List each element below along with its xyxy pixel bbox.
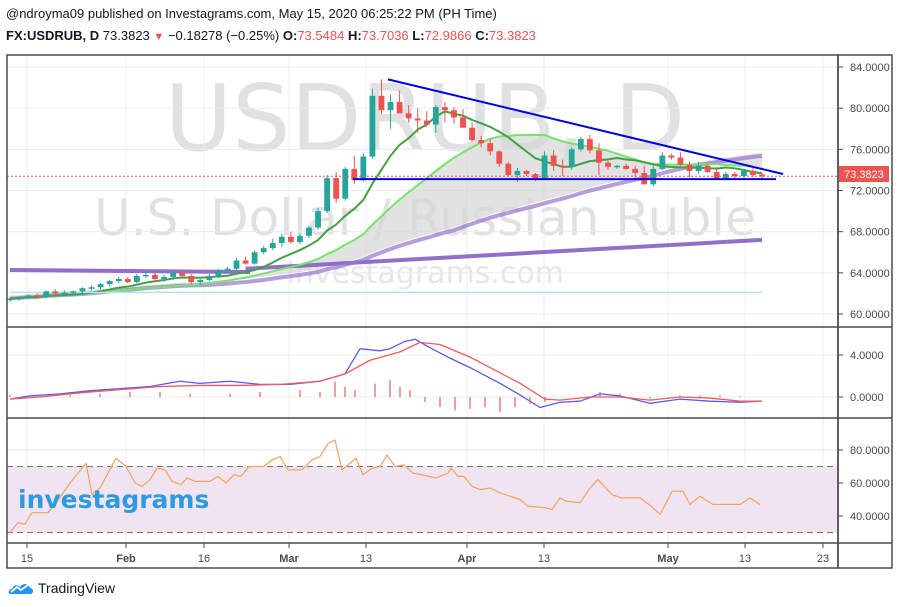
time-tick-label: Feb <box>116 553 136 565</box>
time-tick-label: 16 <box>198 553 210 565</box>
tradingview-cloud-icon <box>8 584 34 594</box>
rsi-tick-label: 60.0000 <box>850 478 890 490</box>
time-tick-label: 13 <box>360 553 372 565</box>
time-tick-label: May <box>657 553 679 565</box>
time-axis[interactable]: 15 Feb 16 Mar 13 Apr 13 May 13 23 <box>21 543 829 565</box>
low-value: 72.9866 <box>424 28 472 43</box>
price-tick-label: 72.0000 <box>850 186 890 198</box>
rsi-pane[interactable] <box>9 439 761 533</box>
close-label: C: <box>475 28 489 43</box>
macd-tick-label: 0.0000 <box>850 392 884 404</box>
last-price: 73.3823 <box>102 28 150 43</box>
time-tick-label: 15 <box>21 553 33 565</box>
price-axis[interactable]: 84.0000 80.0000 76.0000 72.0000 68.0000 64.00… <box>838 62 890 523</box>
time-tick-label: 13 <box>739 553 751 565</box>
price-tick-label: 60.0000 <box>850 309 890 321</box>
price-tick-label: 80.0000 <box>850 103 890 115</box>
price-tick-label: 68.0000 <box>850 227 890 239</box>
price-change: −0.18278 (−0.25%) <box>167 28 280 43</box>
time-tick-label: 13 <box>538 553 550 565</box>
investagrams-logo: investagrams <box>18 485 209 514</box>
rsi-band <box>7 466 838 533</box>
time-tick-label: Mar <box>279 553 299 565</box>
open-value: 73.5484 <box>297 28 345 43</box>
rsi-tick-label: 40.0000 <box>850 511 890 523</box>
close-value: 73.3823 <box>488 28 536 43</box>
time-tick-label: Apr <box>458 553 478 565</box>
published-line: @ndroyma09 published on Investagrams.com… <box>6 6 497 21</box>
rsi-tick-label: 80.0000 <box>850 445 890 457</box>
tradingview-label: TradingView <box>38 580 116 596</box>
symbol-legend: FX:USDRUB, D 73.3823 ▼ −0.18278 (−0.25%)… <box>6 28 536 43</box>
time-tick-label: 23 <box>817 553 829 565</box>
macd-tick-label: 4.0000 <box>850 350 884 362</box>
high-label: H: <box>347 28 362 43</box>
pane-frames <box>6 54 893 569</box>
down-triangle-icon: ▼ <box>153 31 165 43</box>
price-tick-label: 84.0000 <box>850 62 890 74</box>
high-value: 73.7036 <box>361 28 409 43</box>
last-price-tag: 73.3823 <box>839 166 889 182</box>
open-label: O: <box>282 28 298 43</box>
symbol-name: FX:USDRUB, D <box>6 28 100 43</box>
low-label: L: <box>412 28 425 43</box>
price-tick-label: 76.0000 <box>850 144 890 156</box>
macd-pane[interactable] <box>9 338 762 413</box>
price-pane[interactable] <box>7 78 838 302</box>
last-price-label: 73.3823 <box>844 169 884 181</box>
tradingview-brand[interactable]: TradingView <box>8 580 115 596</box>
price-tick-label: 64.0000 <box>850 268 890 280</box>
